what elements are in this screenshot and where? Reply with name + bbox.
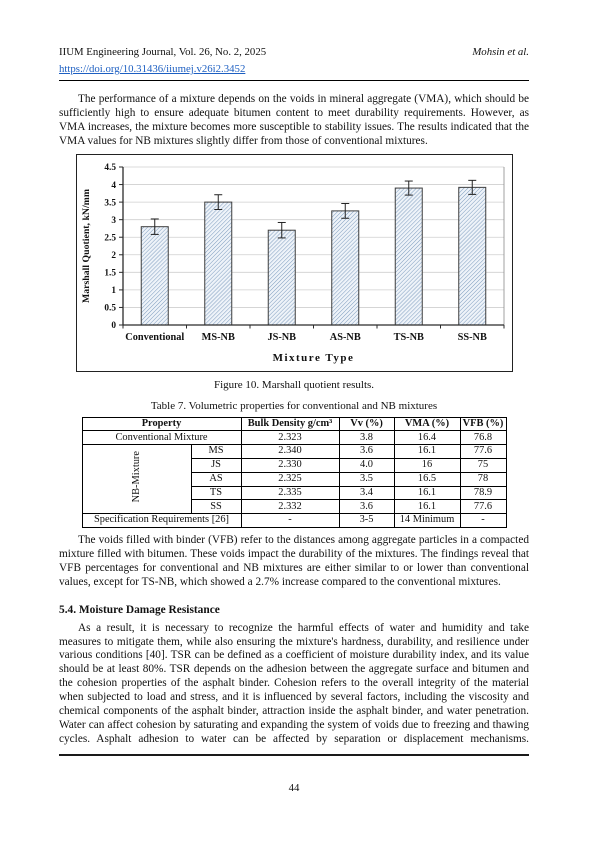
y-axis-tick-label: 3 xyxy=(111,215,116,225)
footer-rule xyxy=(59,753,529,756)
table-row-nb-JS: JS 2.330 4.0 16 75 xyxy=(82,458,507,473)
y-axis-tick-label: 2 xyxy=(111,251,116,261)
page-header: IIUM Engineering Journal, Vol. 26, No. 2… xyxy=(59,46,529,81)
y-axis-tick-label: 1 xyxy=(111,286,116,296)
chart-bar-SS-NB xyxy=(457,186,486,326)
marshall-quotient-chart: 0 0.5 1 1.5 2 2.5 3 3.5 4 4.5 Conventional MS-NB JS-… xyxy=(75,153,513,372)
y-axis-tick-label: 0 xyxy=(111,321,116,331)
cell-label: Conventional Mixture xyxy=(81,430,242,446)
x-axis-tick-label: AS-NB xyxy=(329,332,360,343)
table-row-nb-SS: SS 2.332 3.6 16.1 77.6 xyxy=(82,499,507,515)
doi-link[interactable]: https://doi.org/10.31436/iiumej.v26i2.34… xyxy=(59,63,246,75)
cell-value: 3.4 xyxy=(338,485,395,501)
chart-bar-JS-NB xyxy=(267,229,296,326)
y-axis-tick-label: 2.5 xyxy=(104,233,116,243)
cell-value: 3.5 xyxy=(338,471,395,487)
page-number: 44 xyxy=(288,781,300,794)
marshall-chart-svg: 0 0.5 1 1.5 2 2.5 3 3.5 4 4.5 Conventional MS-NB JS-… xyxy=(81,163,504,364)
paragraph-moisture: As a result, it is necessary to recogniz… xyxy=(59,621,529,745)
cell-label: Specification Requirements [26] xyxy=(81,513,242,528)
figure-10: 0 0.5 1 1.5 2 2.5 3 3.5 4 4.5 Conventional MS-NB JS-… xyxy=(59,153,529,391)
x-axis-tick-label: MS-NB xyxy=(201,332,234,343)
chart-bar-Conventional xyxy=(140,225,169,326)
cell-nb-code: JS xyxy=(190,458,242,473)
y-axis-tick-label: 0.5 xyxy=(104,303,116,313)
table-header-row: Property Bulk Density g/cm³ Vv (%) VMA (%) V… xyxy=(81,416,507,432)
cell-value: 3.8 xyxy=(338,430,395,446)
chart-bar-MS-NB xyxy=(203,201,232,326)
cell-value: 75 xyxy=(459,458,507,473)
cell-value: 78.9 xyxy=(459,485,507,501)
cell-value: 16.5 xyxy=(393,471,461,487)
y-axis-title: Marshall Quotient, kN/mm xyxy=(81,189,92,303)
cell-value: 3.6 xyxy=(338,499,395,515)
table-title: Table 7. Volumetric properties for conve… xyxy=(150,399,438,412)
cell-value: 4.0 xyxy=(338,458,395,473)
cell-value: - xyxy=(459,513,507,528)
cell-value: 3.6 xyxy=(338,444,395,460)
header-col-2: Vv (%) xyxy=(338,416,395,432)
header-col-3: VMA (%) xyxy=(393,416,461,432)
header-col-1: Bulk Density g/cm³ xyxy=(240,416,340,432)
paragraph-vfb: The voids filled with binder (VFB) refer… xyxy=(59,534,529,588)
y-axis-tick-label: 1.5 xyxy=(104,268,116,278)
author-name: Mohsin et al. xyxy=(472,46,529,58)
chart-bar-AS-NB xyxy=(330,210,359,326)
x-axis-tick-label: Conventional xyxy=(125,332,184,343)
table-row-spec: Specification Requirements [26] -3-5 14 Mi… xyxy=(81,513,507,528)
y-axis-tick-label: 3.5 xyxy=(104,198,116,208)
cell-nb-group: NB-Mixture xyxy=(81,444,192,515)
cell-value: 16.1 xyxy=(393,485,461,501)
cell-value: 77.6 xyxy=(459,499,507,515)
header-rule xyxy=(59,80,529,81)
header-property: Property xyxy=(81,416,242,432)
cell-value: 2.330 xyxy=(240,458,340,473)
cell-value: 76.8 xyxy=(459,430,507,446)
cell-value: 16.1 xyxy=(393,444,461,460)
y-axis-tick-label: 4.5 xyxy=(104,163,116,173)
cell-nb-code: TS xyxy=(190,485,242,501)
cell-nb-code: SS xyxy=(190,499,242,515)
cell-value: 78 xyxy=(459,471,507,487)
x-axis-tick-label: JS-NB xyxy=(267,332,296,343)
table-row-conventional: Conventional Mixture 2.323 3.8 16.4 76.8 xyxy=(81,430,507,446)
cell-nb-code: MS xyxy=(190,444,242,460)
cell-value: 2.332 xyxy=(240,499,340,515)
cell-value: 14 Minimum xyxy=(393,513,461,528)
cell-value: 2.323 xyxy=(240,430,340,446)
cell-value: 77.6 xyxy=(459,444,507,460)
chart-bar-TS-NB xyxy=(394,187,423,326)
cell-value: 3-5 xyxy=(338,513,395,528)
cell-value: 2.340 xyxy=(240,444,340,460)
cell-value: 16.4 xyxy=(393,430,461,446)
cell-value: 16 xyxy=(393,458,461,473)
table-row-nb-MS: NB-Mixture MS 2.340 3.6 16.1 77.6 xyxy=(81,444,507,515)
cell-nb-code: AS xyxy=(190,471,242,487)
cell-value: 2.335 xyxy=(240,485,340,501)
table-row-nb-TS: TS 2.335 3.4 16.1 78.9 xyxy=(82,485,507,501)
x-axis-tick-label: SS-NB xyxy=(457,332,486,343)
cell-value: 2.325 xyxy=(240,471,340,487)
header-col-4: VFB (%) xyxy=(459,416,507,432)
volumetric-properties-table: Property Bulk Density g/cm³ Vv (%) VMA (%) V… xyxy=(81,416,507,528)
x-axis-tick-label: TS-NB xyxy=(393,332,423,343)
x-axis-title: Mixture Type xyxy=(272,352,354,364)
figure-caption: Figure 10. Marshall quotient results. xyxy=(213,378,375,391)
y-axis-tick-label: 4 xyxy=(111,180,116,190)
paragraph-vma: The performance of a mixture depends on … xyxy=(59,93,529,147)
journal-title: IIUM Engineering Journal, Vol. 26, No. 2… xyxy=(59,46,267,58)
cell-value: 16.1 xyxy=(393,499,461,515)
nb-group-label: NB-Mixture xyxy=(130,451,142,503)
section-heading: 5.4. Moisture Damage Resistance xyxy=(59,603,220,616)
cell-value: - xyxy=(240,513,340,528)
